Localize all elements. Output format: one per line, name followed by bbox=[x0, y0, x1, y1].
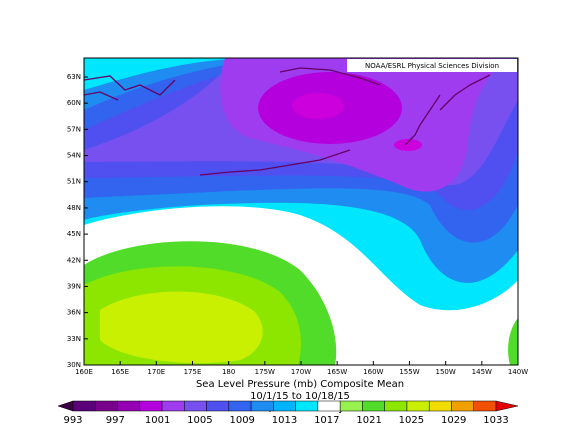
colorbar-label: 1029 bbox=[441, 415, 466, 426]
colorbar-label: 1001 bbox=[145, 415, 170, 426]
lon-label: 160E bbox=[75, 368, 93, 376]
lat-label: 36N bbox=[67, 309, 81, 317]
colorbar-label: 993 bbox=[63, 415, 82, 426]
header-title: NOAA/ESRL Physical Sciences Division bbox=[365, 62, 499, 70]
lon-label: 175W bbox=[255, 368, 275, 376]
colorbar-segment bbox=[72, 400, 96, 412]
colorbar-label: 1025 bbox=[399, 415, 424, 426]
lon-label: 170W bbox=[291, 368, 311, 376]
lat-label: 45N bbox=[67, 230, 81, 238]
colorbar-segment bbox=[184, 400, 207, 412]
header-box bbox=[347, 59, 517, 72]
lat-label: 42N bbox=[67, 256, 81, 264]
lat-label: 48N bbox=[67, 204, 81, 212]
lat-label: 54N bbox=[67, 152, 81, 160]
lon-label: 150W bbox=[436, 368, 456, 376]
colorbar-segment bbox=[428, 400, 452, 412]
lon-label: 165E bbox=[111, 368, 129, 376]
colorbar-segment bbox=[250, 400, 274, 412]
colorbar-segment bbox=[406, 400, 430, 412]
colorbar-label: 1013 bbox=[272, 415, 297, 426]
colorbar-label: 997 bbox=[106, 415, 125, 426]
colorbar-arrow-left bbox=[57, 400, 74, 412]
lat-label: 63N bbox=[67, 73, 81, 81]
colorbar-segment bbox=[161, 400, 185, 412]
caption-dates: 10/1/15 to 10/18/15 bbox=[250, 391, 350, 402]
lon-label: 165W bbox=[327, 368, 347, 376]
colorbar-segment bbox=[317, 400, 341, 412]
colorbar-label: 1005 bbox=[187, 415, 212, 426]
lat-label: 60N bbox=[67, 99, 81, 107]
colorbar-label: 1017 bbox=[314, 415, 339, 426]
colorbar-segment bbox=[339, 400, 363, 412]
colorbar-segment bbox=[362, 400, 385, 412]
colorbar-segment bbox=[117, 400, 141, 412]
colorbar: 993 997 1001 1005 1009 1013 1017 1021 1025 1029 10… bbox=[57, 400, 519, 426]
lat-label: 57N bbox=[67, 125, 81, 133]
colorbar-segment bbox=[228, 400, 252, 412]
lat-label: 39N bbox=[67, 282, 81, 290]
colorbar-segment bbox=[95, 400, 118, 412]
lat-label: 30N bbox=[67, 361, 81, 369]
colorbar-segment bbox=[473, 400, 497, 412]
colorbar-label: 1009 bbox=[229, 415, 254, 426]
lat-label: 33N bbox=[67, 335, 81, 343]
colorbar-segment bbox=[295, 400, 319, 412]
colorbar-label: 1033 bbox=[483, 415, 508, 426]
lon-label: 140W bbox=[508, 368, 528, 376]
caption-title: Sea Level Pressure (mb) Composite Mean bbox=[196, 379, 404, 390]
lon-label: 160W bbox=[363, 368, 383, 376]
colorbar-segment bbox=[139, 400, 163, 412]
lon-label: 170E bbox=[147, 368, 165, 376]
lon-label: 155W bbox=[399, 368, 419, 376]
colorbar-segment bbox=[273, 400, 296, 412]
colorbar-segment bbox=[451, 400, 474, 412]
lon-label: 180 bbox=[222, 368, 235, 376]
lon-label: 145W bbox=[472, 368, 492, 376]
lat-label: 51N bbox=[67, 178, 81, 186]
contour-fill bbox=[84, 58, 518, 365]
colorbar-arrow-right bbox=[495, 400, 519, 412]
colorbar-label: 1021 bbox=[356, 415, 381, 426]
lon-label: 175E bbox=[184, 368, 202, 376]
colorbar-segment bbox=[206, 400, 230, 412]
colorbar-segment bbox=[384, 400, 408, 412]
